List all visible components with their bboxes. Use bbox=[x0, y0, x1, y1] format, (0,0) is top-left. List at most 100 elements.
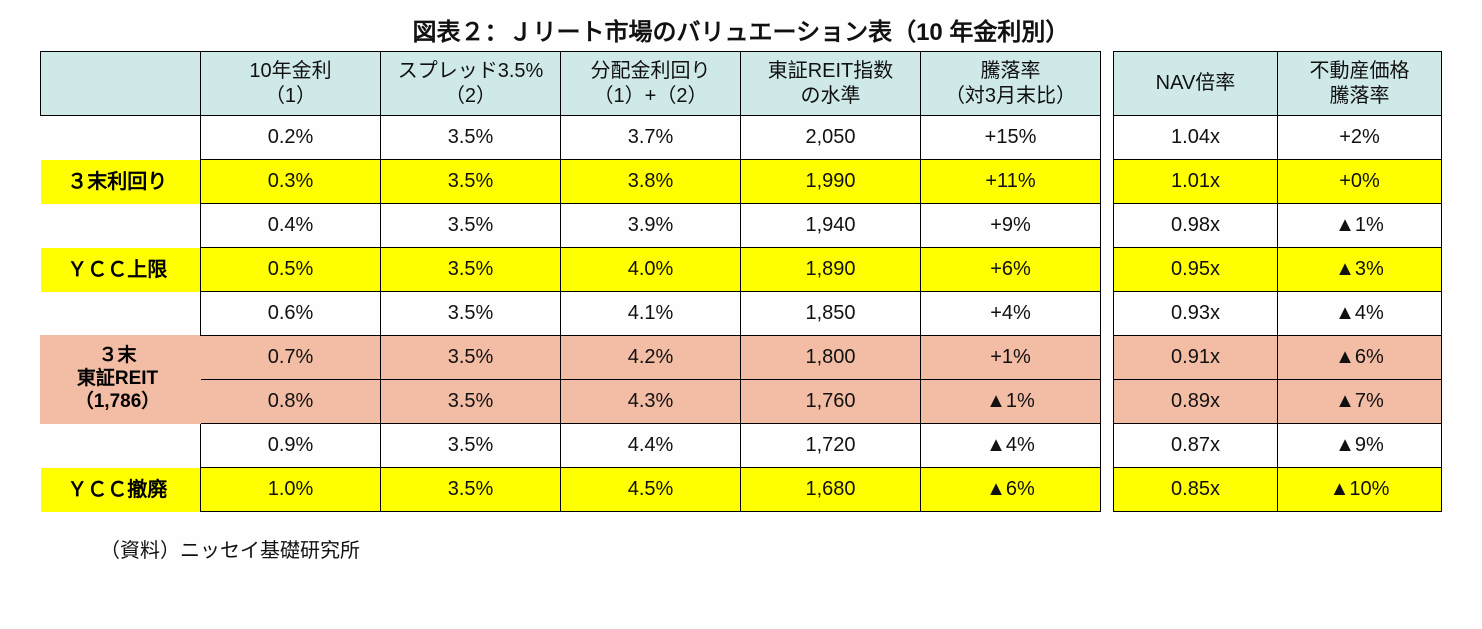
table-row: ３末東証REIT（1,786）0.7%3.5%4.2%1,800+1% bbox=[41, 336, 1101, 380]
data-cell: 0.91x bbox=[1114, 336, 1278, 380]
tables-container: 10年金利（1）スプレッド3.5%（2）分配金利回り（1）+（2）東証REIT指… bbox=[40, 51, 1442, 512]
column-header bbox=[41, 52, 201, 116]
column-header: 10年金利（1） bbox=[201, 52, 381, 116]
row-label bbox=[41, 292, 201, 336]
table-row: 0.98x▲1% bbox=[1114, 204, 1442, 248]
data-cell: 4.1% bbox=[561, 292, 741, 336]
table-row: 0.6%3.5%4.1%1,850+4% bbox=[41, 292, 1101, 336]
table-row: 0.93x▲4% bbox=[1114, 292, 1442, 336]
data-cell: 3.5% bbox=[381, 292, 561, 336]
data-cell: 0.89x bbox=[1114, 380, 1278, 424]
data-cell: ▲9% bbox=[1278, 424, 1442, 468]
data-cell: ▲1% bbox=[1278, 204, 1442, 248]
data-cell: 3.5% bbox=[381, 204, 561, 248]
data-cell: ▲4% bbox=[1278, 292, 1442, 336]
data-cell: 3.5% bbox=[381, 380, 561, 424]
data-cell: +0% bbox=[1278, 160, 1442, 204]
data-cell: 3.5% bbox=[381, 336, 561, 380]
data-cell: 3.5% bbox=[381, 248, 561, 292]
row-label: ３末利回り bbox=[41, 160, 201, 204]
data-cell: 3.7% bbox=[561, 116, 741, 160]
data-cell: +6% bbox=[921, 248, 1101, 292]
data-cell: 0.95x bbox=[1114, 248, 1278, 292]
data-cell: 1,680 bbox=[741, 468, 921, 512]
table-row: 1.01x+0% bbox=[1114, 160, 1442, 204]
table-row: 0.87x▲9% bbox=[1114, 424, 1442, 468]
data-cell: 1,760 bbox=[741, 380, 921, 424]
data-cell: 2,050 bbox=[741, 116, 921, 160]
data-cell: +1% bbox=[921, 336, 1101, 380]
table-row: 1.04x+2% bbox=[1114, 116, 1442, 160]
data-cell: 3.8% bbox=[561, 160, 741, 204]
data-cell: 0.93x bbox=[1114, 292, 1278, 336]
row-label bbox=[41, 424, 201, 468]
table-row: 0.91x▲6% bbox=[1114, 336, 1442, 380]
data-cell: 1.0% bbox=[201, 468, 381, 512]
row-label: ３末東証REIT（1,786） bbox=[41, 336, 201, 424]
row-label: ＹＣＣ撤廃 bbox=[41, 468, 201, 512]
data-cell: 0.4% bbox=[201, 204, 381, 248]
data-cell: 4.0% bbox=[561, 248, 741, 292]
table-row: 0.9%3.5%4.4%1,720▲4% bbox=[41, 424, 1101, 468]
column-header: 不動産価格騰落率 bbox=[1278, 52, 1442, 116]
data-cell: ▲6% bbox=[1278, 336, 1442, 380]
column-header: 騰落率（対3月末比） bbox=[921, 52, 1101, 116]
column-header: 分配金利回り（1）+（2） bbox=[561, 52, 741, 116]
table-row: 0.2%3.5%3.7%2,050+15% bbox=[41, 116, 1101, 160]
table-row: ＹＣＣ撤廃1.0%3.5%4.5%1,680▲6% bbox=[41, 468, 1101, 512]
data-cell: 3.5% bbox=[381, 424, 561, 468]
data-cell: 3.9% bbox=[561, 204, 741, 248]
data-cell: +2% bbox=[1278, 116, 1442, 160]
figure-title: 図表２：Ｊリート市場のバリュエーション表（10 年金利別） bbox=[40, 12, 1442, 47]
data-cell: 1.01x bbox=[1114, 160, 1278, 204]
row-label: ＹＣＣ上限 bbox=[41, 248, 201, 292]
data-cell: ▲10% bbox=[1278, 468, 1442, 512]
table-row: 0.4%3.5%3.9%1,940+9% bbox=[41, 204, 1101, 248]
data-cell: 3.5% bbox=[381, 116, 561, 160]
source-label: （資料）ニッセイ基礎研究所 bbox=[100, 534, 1442, 563]
data-cell: ▲7% bbox=[1278, 380, 1442, 424]
data-cell: ▲3% bbox=[1278, 248, 1442, 292]
data-cell: 0.8% bbox=[201, 380, 381, 424]
data-cell: 1,720 bbox=[741, 424, 921, 468]
table-row: ３末利回り0.3%3.5%3.8%1,990+11% bbox=[41, 160, 1101, 204]
valuation-table-right: NAV倍率不動産価格騰落率1.04x+2%1.01x+0%0.98x▲1%0.9… bbox=[1113, 51, 1442, 512]
data-cell: 3.5% bbox=[381, 160, 561, 204]
column-header: NAV倍率 bbox=[1114, 52, 1278, 116]
row-label bbox=[41, 116, 201, 160]
table-row: 0.89x▲7% bbox=[1114, 380, 1442, 424]
table-row: ＹＣＣ上限0.5%3.5%4.0%1,890+6% bbox=[41, 248, 1101, 292]
data-cell: ▲4% bbox=[921, 424, 1101, 468]
data-cell: 0.87x bbox=[1114, 424, 1278, 468]
data-cell: 0.98x bbox=[1114, 204, 1278, 248]
data-cell: ▲1% bbox=[921, 380, 1101, 424]
row-label bbox=[41, 204, 201, 248]
data-cell: 1,890 bbox=[741, 248, 921, 292]
data-cell: 4.5% bbox=[561, 468, 741, 512]
valuation-table-left: 10年金利（1）スプレッド3.5%（2）分配金利回り（1）+（2）東証REIT指… bbox=[40, 51, 1101, 512]
data-cell: +4% bbox=[921, 292, 1101, 336]
data-cell: 4.4% bbox=[561, 424, 741, 468]
table-row: 0.95x▲3% bbox=[1114, 248, 1442, 292]
data-cell: 0.5% bbox=[201, 248, 381, 292]
data-cell: ▲6% bbox=[921, 468, 1101, 512]
data-cell: 1,850 bbox=[741, 292, 921, 336]
data-cell: 1.04x bbox=[1114, 116, 1278, 160]
data-cell: 0.85x bbox=[1114, 468, 1278, 512]
data-cell: +11% bbox=[921, 160, 1101, 204]
column-header: 東証REIT指数の水準 bbox=[741, 52, 921, 116]
data-cell: 0.6% bbox=[201, 292, 381, 336]
data-cell: 0.2% bbox=[201, 116, 381, 160]
data-cell: 4.2% bbox=[561, 336, 741, 380]
data-cell: 0.3% bbox=[201, 160, 381, 204]
data-cell: 4.3% bbox=[561, 380, 741, 424]
data-cell: 0.7% bbox=[201, 336, 381, 380]
data-cell: 1,940 bbox=[741, 204, 921, 248]
data-cell: 0.9% bbox=[201, 424, 381, 468]
table-row: 0.85x▲10% bbox=[1114, 468, 1442, 512]
column-header: スプレッド3.5%（2） bbox=[381, 52, 561, 116]
data-cell: 3.5% bbox=[381, 468, 561, 512]
data-cell: +9% bbox=[921, 204, 1101, 248]
data-cell: +15% bbox=[921, 116, 1101, 160]
data-cell: 1,990 bbox=[741, 160, 921, 204]
